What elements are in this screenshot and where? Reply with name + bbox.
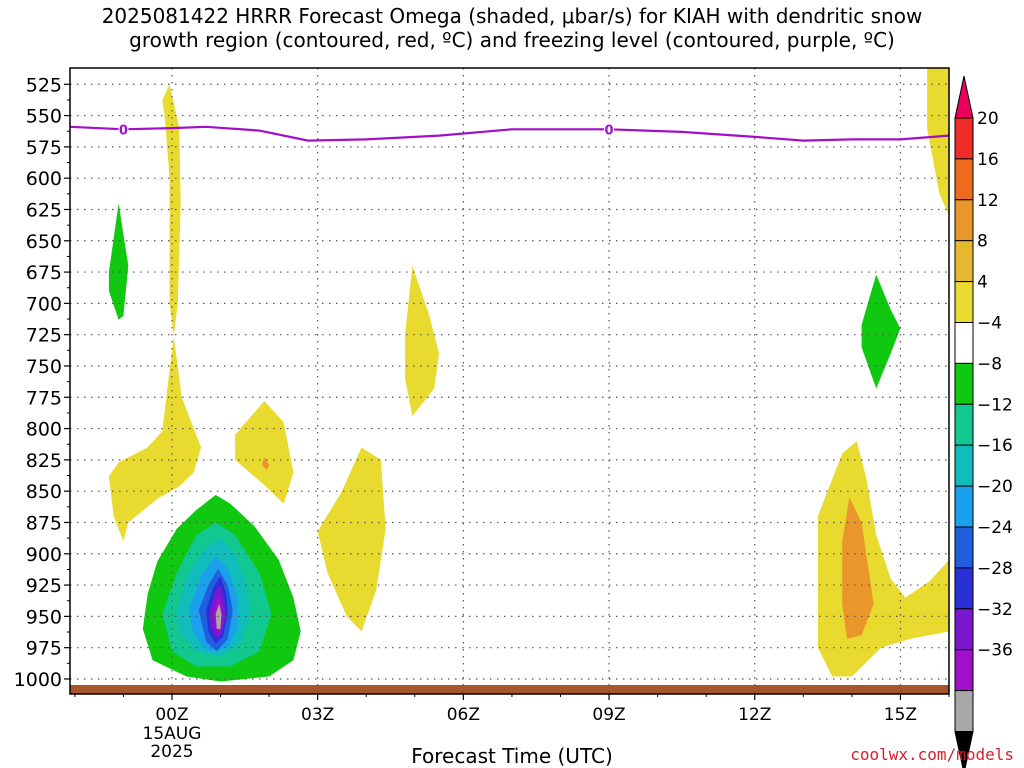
surface-terrain (70, 685, 949, 694)
colorbar-box-15 (954, 690, 974, 732)
axes: 525 550 575 600 625 650 675 700 725 750 775 800 825 8… (14, 67, 950, 762)
plot-frame (69, 67, 950, 695)
freezing-level-line (69, 125, 950, 142)
x-axis-label: Forecast Time (UTC) (411, 744, 613, 768)
omega-region-6 (842, 497, 874, 639)
colorbar-bottom-arrow (954, 731, 974, 768)
colorbar-label-0: 20 (977, 109, 999, 129)
freezing-label-0: 0 (119, 123, 128, 138)
x-tick-label-03Z: 03Z (301, 705, 334, 725)
y-tick-label-950: 950 (26, 606, 62, 628)
y-tick-label-975: 975 (26, 638, 62, 660)
colorbar-box-10 (954, 485, 974, 528)
colorbar-label-5: −4 (977, 314, 1002, 334)
colorbar-label-8: −16 (977, 436, 1013, 456)
colorbar-box-1 (954, 117, 974, 160)
credit-link[interactable]: coolwx.com/models (850, 745, 1014, 764)
plot-area (70, 68, 949, 694)
y-tick-label-700: 700 (26, 293, 62, 315)
freezing-label-bg-1 (604, 122, 615, 137)
colorbar-box-4 (954, 240, 974, 283)
y-tick-label-900: 900 (26, 544, 62, 566)
x-date-label-0: 15AUG (143, 724, 202, 744)
freezing-label-bg-0 (118, 122, 129, 137)
omega-region-1 (235, 401, 294, 504)
x-tick-label-06Z: 06Z (447, 705, 480, 725)
x-tick-label-09Z: 09Z (592, 705, 625, 725)
omega-region-2 (261, 457, 270, 470)
x-tick-label-00Z: 00Z (155, 705, 188, 725)
colorbar-box-2 (954, 158, 974, 201)
y-tick-label-600: 600 (26, 168, 62, 190)
colorbar-box-9 (954, 444, 974, 487)
omega-region-9 (861, 274, 901, 389)
colorbar-label-6: −8 (977, 354, 1002, 374)
colorbar-label-1: 16 (977, 150, 999, 170)
colorbar-label-11: −28 (977, 559, 1013, 579)
y-tick-label-675: 675 (26, 262, 62, 284)
colorbar-label-12: −32 (977, 600, 1013, 620)
colorbar-box-3 (954, 199, 974, 242)
x-date-label-1: 2025 (150, 742, 193, 762)
colorbar-label-13: −36 (977, 641, 1013, 661)
colorbar: 20 16 12 8 4 −4 −8 −12 −16 −20 −24 −28 −32 −36 (954, 75, 1013, 768)
chart-title: 2025081422 HRRR Forecast Omega (shaded, … (101, 4, 923, 52)
y-tick-label-875: 875 (26, 512, 62, 534)
colorbar-top-arrow (954, 75, 974, 119)
y-tick-label-725: 725 (26, 325, 62, 347)
colorbar-label-2: 12 (977, 191, 999, 211)
omega-region-5 (817, 441, 949, 677)
omega-region-0 (108, 84, 202, 542)
colorbar-box-7 (954, 362, 974, 405)
omega-region-18 (215, 603, 222, 629)
freezing-label-1: 0 (605, 123, 614, 138)
y-tick-label-750: 750 (26, 356, 62, 378)
y-tick-label-550: 550 (26, 106, 62, 128)
y-tick-label-1000: 1000 (14, 669, 62, 691)
y-tick-label-525: 525 (26, 74, 62, 96)
colorbar-box-8 (954, 403, 974, 446)
colorbar-box-14 (954, 649, 974, 692)
x-tick-label-15Z: 15Z (884, 705, 917, 725)
omega-region-7 (927, 68, 949, 216)
y-tick-label-925: 925 (26, 575, 62, 597)
colorbar-label-7: −12 (977, 395, 1013, 415)
y-tick-label-825: 825 (26, 450, 62, 472)
omega-region-4 (405, 265, 440, 417)
omega-shading (70, 68, 949, 694)
omega-region-8 (108, 203, 129, 320)
colorbar-label-3: 8 (977, 232, 988, 252)
colorbar-label-10: −24 (977, 518, 1013, 538)
y-tick-label-625: 625 (26, 199, 62, 221)
colorbar-label-4: 4 (977, 273, 988, 293)
colorbar-box-11 (954, 526, 974, 569)
colorbar-label-9: −20 (977, 477, 1013, 497)
y-tick-label-650: 650 (26, 231, 62, 253)
omega-region-3 (317, 447, 386, 632)
colorbar-box-6 (954, 322, 974, 364)
y-tick-label-775: 775 (26, 387, 62, 409)
colorbar-box-13 (954, 608, 974, 651)
colorbar-box-12 (954, 567, 974, 610)
colorbar-box-5 (954, 281, 974, 324)
y-tick-label-800: 800 (26, 419, 62, 441)
y-tick-label-850: 850 (26, 481, 62, 503)
y-tick-label-575: 575 (26, 137, 62, 159)
x-tick-label-12Z: 12Z (738, 705, 771, 725)
